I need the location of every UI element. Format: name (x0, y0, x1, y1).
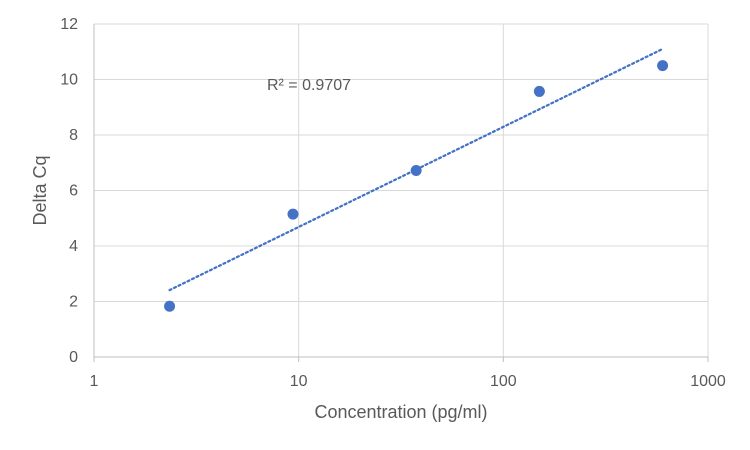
y-axis-title: Delta Cq (30, 155, 50, 225)
y-tick-label: 12 (60, 16, 78, 33)
r-squared-annotation: R² = 0.9707 (267, 77, 351, 94)
x-tick-label: 1000 (690, 373, 726, 390)
axes (93, 24, 709, 362)
data-point (287, 208, 299, 220)
y-tick-label: 10 (60, 72, 78, 89)
data-point (657, 60, 669, 72)
y-tick-label: 2 (69, 294, 78, 311)
data-point (533, 85, 545, 97)
y-tick-label: 6 (69, 183, 78, 200)
grid (94, 23, 709, 357)
x-tick-label: 10 (290, 373, 308, 390)
x-tick-label: 1 (90, 373, 99, 390)
data-points (164, 60, 669, 312)
x-axis-title: Concentration (pg/ml) (314, 402, 487, 422)
y-tick-label: 8 (69, 127, 78, 144)
data-point (410, 165, 422, 177)
y-tick-label: 4 (69, 238, 78, 255)
data-point (164, 300, 176, 312)
x-tick-label: 100 (490, 373, 517, 390)
y-tick-label: 0 (69, 349, 78, 366)
labels: Concentration (pg/ml) Delta Cq R² = 0.97… (30, 16, 726, 422)
